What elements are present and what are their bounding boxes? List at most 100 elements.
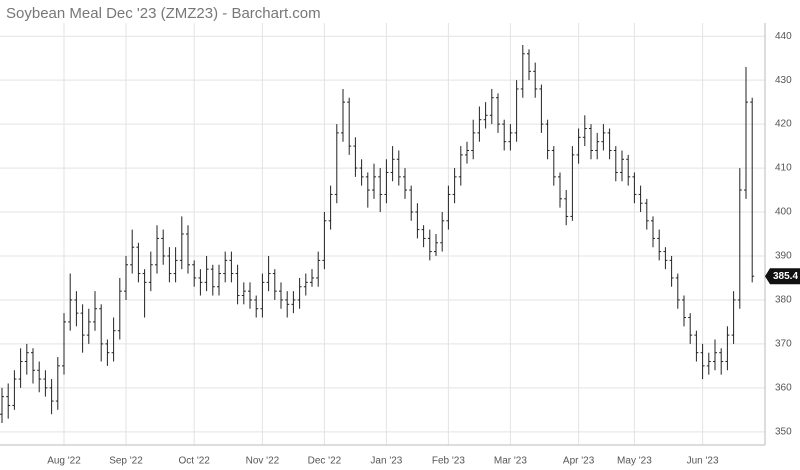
y-tick-label: 380 — [775, 295, 792, 306]
ohlc-bar — [74, 291, 79, 327]
last-price-box — [765, 268, 800, 285]
ohlc-bar — [80, 304, 85, 353]
ohlc-bar — [595, 132, 600, 160]
last-price-label: 385.4 — [773, 271, 798, 282]
x-tick-label: Oct '22 — [179, 456, 211, 467]
x-tick-label: Jan '23 — [370, 456, 402, 467]
ohlc-bar — [334, 124, 339, 204]
ohlc-bar — [347, 97, 352, 155]
y-tick-label: 400 — [775, 207, 792, 218]
ohlc-bar — [694, 330, 699, 362]
ohlc-bar — [440, 212, 445, 252]
ohlc-bar — [675, 273, 680, 309]
ohlc-bar — [192, 260, 197, 287]
ohlc-bar — [527, 49, 531, 81]
y-tick-label: 360 — [775, 382, 792, 393]
ohlc-bar — [229, 251, 234, 283]
ohlc-bar — [471, 119, 476, 160]
ohlc-bar — [638, 185, 643, 213]
x-tick-label: Apr '23 — [563, 456, 595, 467]
x-tick-label: Aug '22 — [47, 456, 81, 467]
ohlc-bar — [632, 172, 637, 204]
x-tick-label: Jun '23 — [687, 456, 719, 467]
ohlc-bar — [186, 225, 190, 274]
ohlc-bar — [458, 146, 463, 186]
x-tick-label: Feb '23 — [432, 456, 465, 467]
x-tick-label: Sep '22 — [109, 456, 143, 467]
ohlc-bar — [260, 273, 265, 318]
ohlc-bar — [328, 185, 333, 230]
ohlc-bar — [502, 119, 507, 151]
ohlc-bar — [415, 203, 420, 239]
ohlc-bar — [248, 282, 252, 309]
ohlc-bar — [570, 146, 575, 221]
ohlc-bar — [254, 295, 259, 318]
ohlc-bar — [49, 379, 54, 415]
ohlc-bar — [489, 88, 494, 125]
chart-title: Soybean Meal Dec '23 (ZMZ23) - Barchart.… — [6, 5, 321, 22]
ohlc-bar — [117, 277, 122, 340]
ohlc-bar — [198, 269, 203, 296]
ohlc-bar — [241, 282, 246, 305]
y-tick-label: 390 — [775, 251, 792, 262]
ohlc-bar — [564, 190, 569, 226]
ohlc-bar — [18, 348, 23, 388]
ohlc-bar — [657, 229, 662, 261]
ohlc-bar — [12, 370, 17, 410]
ohlc-bar — [24, 343, 29, 375]
ohlc-bar — [62, 313, 66, 375]
ohlc-bar — [378, 168, 383, 213]
ohlc-bar — [43, 370, 48, 397]
ohlc-bar — [409, 185, 414, 221]
ohlc-bar — [396, 150, 401, 186]
y-tick-label: 440 — [775, 31, 792, 42]
ohlc-bar — [31, 348, 35, 384]
ohlc-bar — [520, 44, 525, 98]
ohlc-bar — [731, 291, 736, 344]
ohlc-bar — [626, 154, 631, 186]
ohlc-bar — [465, 141, 469, 164]
ohlc-bar — [99, 304, 104, 362]
ohlc-bar — [142, 269, 147, 318]
ohlc-bar — [353, 137, 358, 177]
ohlc-bar — [291, 291, 296, 314]
ohlc-bar — [148, 251, 153, 292]
ohlc-bar — [285, 291, 290, 318]
y-tick-label: 350 — [775, 426, 792, 437]
ohlc-bar — [477, 106, 482, 142]
ohlc-bar — [124, 255, 128, 300]
ohlc-bar — [434, 234, 438, 256]
ohlc-bar — [316, 251, 321, 287]
ohlc-bar — [217, 264, 221, 296]
ohlc-bar — [359, 159, 364, 186]
ohlc-bar — [558, 172, 562, 208]
ohlc-bar — [341, 88, 345, 142]
ohlc-bar — [297, 277, 302, 309]
x-tick-label: May '23 — [617, 456, 652, 467]
ohlc-bar — [582, 115, 587, 147]
ohlc-bar — [601, 124, 606, 151]
ohlc-bar — [700, 343, 705, 380]
ohlc-bar — [446, 185, 451, 230]
ohlc-bar — [223, 251, 228, 283]
y-tick-label: 410 — [775, 163, 792, 174]
ohlc-bar — [576, 128, 581, 164]
y-tick-label: 370 — [775, 339, 792, 350]
ohlc-bar — [266, 255, 271, 292]
ohlc-bar — [235, 264, 240, 305]
ohlc-bar — [6, 383, 11, 419]
ohlc-bar — [589, 124, 593, 160]
ohlc-bar — [365, 172, 370, 208]
y-tick-label: 430 — [775, 75, 792, 86]
x-tick-label: Mar '23 — [494, 456, 527, 467]
ohlc-bar — [644, 198, 649, 230]
ohlc-bar — [136, 242, 141, 283]
ohlc-bar — [688, 313, 693, 344]
ohlc-bar — [130, 229, 135, 274]
ohlc-bar — [55, 357, 60, 410]
ohlc-bar — [403, 168, 407, 199]
ohlc-bar — [508, 124, 513, 151]
ohlc-bar — [279, 282, 283, 309]
ohlc-bar — [93, 291, 97, 331]
